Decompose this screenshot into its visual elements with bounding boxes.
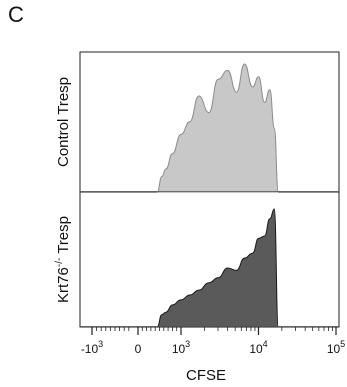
x-axis-label: CFSE [186, 367, 226, 384]
x-tick-label: -103 [81, 339, 103, 356]
krt76-tresp-histogram [157, 208, 279, 328]
x-tick-label: 0 [135, 342, 142, 356]
histogram-areas [80, 63, 339, 328]
krt76-tresp-label: Krt76-/- Tresp [54, 216, 72, 303]
x-axis: -103 0 103 104 105 [81, 327, 345, 356]
panel-letter: C [8, 2, 24, 27]
control-tresp-label: Control Tresp [55, 77, 72, 167]
y-axis-labels: Control Tresp Krt76-/- Tresp [54, 77, 72, 303]
x-tick-label: 105 [327, 339, 345, 356]
x-tick-label: 103 [172, 339, 190, 356]
x-tick-label: 104 [249, 339, 267, 356]
control-tresp-histogram [156, 63, 279, 193]
